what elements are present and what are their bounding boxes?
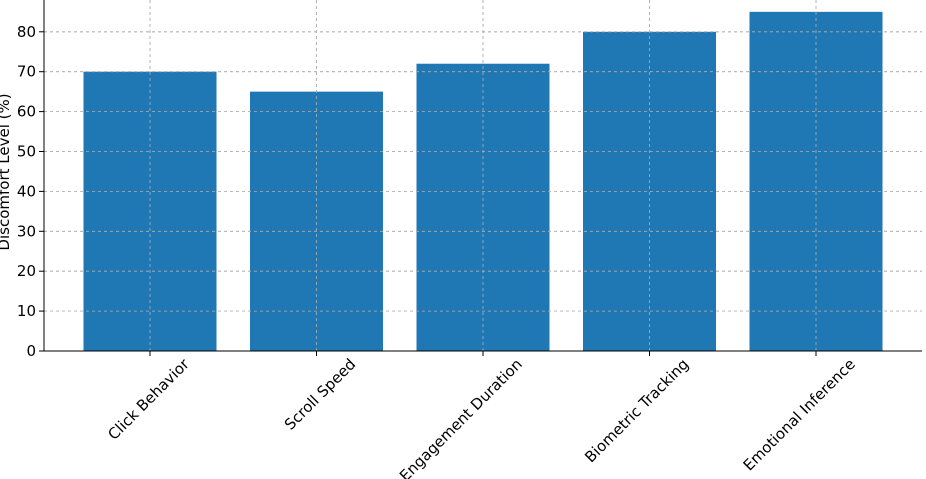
y-tick-label: 10: [17, 302, 36, 320]
y-tick-label: 50: [17, 143, 36, 161]
y-tick-label: 40: [17, 182, 36, 200]
y-tick-label: 30: [17, 222, 36, 240]
x-tick-label: Scroll Speed: [281, 355, 359, 433]
y-axis-title: Discomfort Level (%): [0, 93, 13, 250]
x-tick-label: Emotional Inference: [740, 355, 859, 474]
y-tick-label: 60: [17, 103, 36, 121]
x-tick-label: Engagement Duration: [396, 355, 526, 479]
y-tick-label: 70: [17, 63, 36, 81]
y-tick-label: 80: [17, 23, 36, 41]
y-tick-label: 20: [17, 262, 36, 280]
grid-overlay: [44, 0, 922, 351]
bar-layer: [44, 0, 922, 352]
x-tick-label: Click Behavior: [104, 355, 193, 444]
x-tick-label: Biometric Tracking: [581, 355, 692, 466]
y-tick-label: 0: [26, 342, 36, 360]
